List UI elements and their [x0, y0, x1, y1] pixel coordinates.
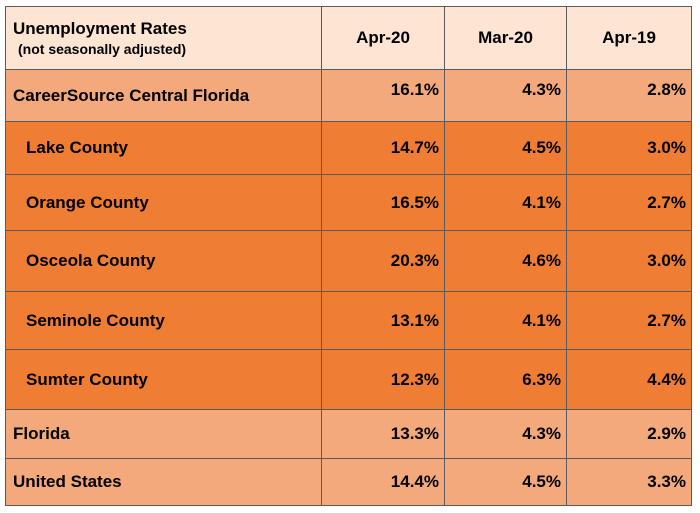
cell-value: 3.0%	[566, 121, 692, 175]
cell-value: 4.6%	[444, 230, 567, 292]
cell-value: 14.7%	[321, 121, 445, 175]
row-name: CareerSource Central Florida	[5, 69, 322, 122]
cell-value: 16.1%	[321, 69, 445, 122]
cell-value: 13.3%	[321, 409, 445, 459]
column-header-mar-20: Mar-20	[444, 6, 567, 70]
unemployment-rates-table: Unemployment Rates (not seasonally adjus…	[5, 6, 692, 506]
table-row: Lake County 14.7% 4.5% 3.0%	[5, 121, 692, 175]
cell-value: 20.3%	[321, 230, 445, 292]
column-header-apr-20: Apr-20	[321, 6, 445, 70]
cell-value: 13.1%	[321, 291, 445, 350]
table-row: Osceola County 20.3% 4.6% 3.0%	[5, 230, 692, 292]
cell-value: 2.9%	[566, 409, 692, 459]
table-row: United States 14.4% 4.5% 3.3%	[5, 458, 692, 506]
cell-value: 6.3%	[444, 349, 567, 410]
cell-value: 3.3%	[566, 458, 692, 506]
table-subtitle: (not seasonally adjusted)	[18, 41, 187, 57]
row-name: Osceola County	[5, 230, 322, 292]
unemployment-table-container: Unemployment Rates (not seasonally adjus…	[5, 6, 692, 506]
cell-value: 4.5%	[444, 121, 567, 175]
row-name: Sumter County	[5, 349, 322, 410]
table-row: Sumter County 12.3% 6.3% 4.4%	[5, 349, 692, 410]
cell-value: 14.4%	[321, 458, 445, 506]
cell-value: 4.3%	[444, 69, 567, 122]
row-name: Florida	[5, 409, 322, 459]
row-name: Seminole County	[5, 291, 322, 350]
table-row: Florida 13.3% 4.3% 2.9%	[5, 409, 692, 459]
table-row: CareerSource Central Florida 16.1% 4.3% …	[5, 69, 692, 122]
row-name: United States	[5, 458, 322, 506]
cell-value: 4.4%	[566, 349, 692, 410]
column-header-apr-19: Apr-19	[566, 6, 692, 70]
cell-value: 4.5%	[444, 458, 567, 506]
cell-value: 2.8%	[566, 69, 692, 122]
cell-value: 4.1%	[444, 291, 567, 350]
row-name: Lake County	[5, 121, 322, 175]
row-name: Orange County	[5, 174, 322, 231]
table-title-cell: Unemployment Rates (not seasonally adjus…	[5, 6, 322, 70]
cell-value: 4.1%	[444, 174, 567, 231]
cell-value: 2.7%	[566, 291, 692, 350]
table-row: Orange County 16.5% 4.1% 2.7%	[5, 174, 692, 231]
cell-value: 16.5%	[321, 174, 445, 231]
header-row: Unemployment Rates (not seasonally adjus…	[5, 6, 692, 70]
table-title: Unemployment Rates	[13, 19, 187, 38]
table-row: Seminole County 13.1% 4.1% 2.7%	[5, 291, 692, 350]
cell-value: 12.3%	[321, 349, 445, 410]
cell-value: 4.3%	[444, 409, 567, 459]
cell-value: 2.7%	[566, 174, 692, 231]
cell-value: 3.0%	[566, 230, 692, 292]
